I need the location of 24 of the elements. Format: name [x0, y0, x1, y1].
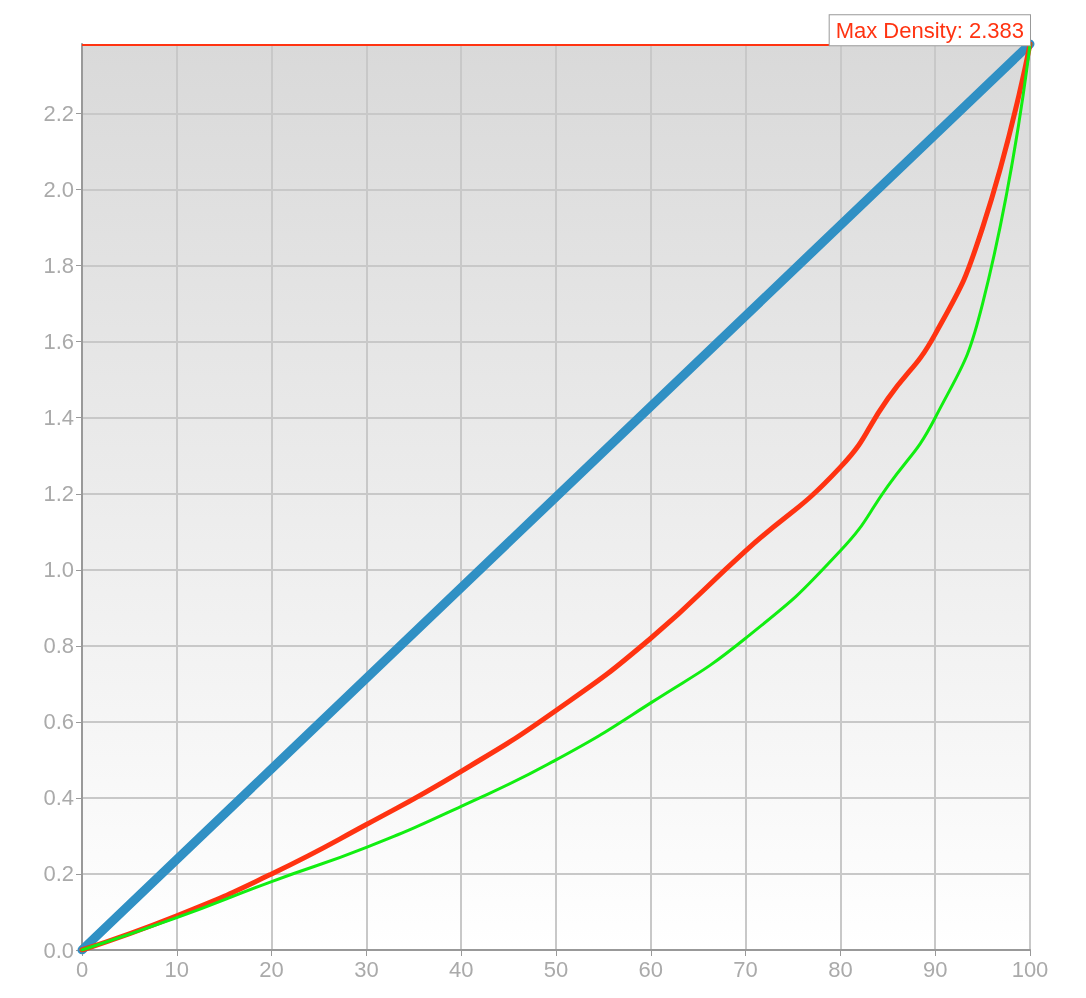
- x-tick-label: 20: [259, 956, 284, 982]
- y-tick-label: 0.6: [43, 709, 74, 735]
- x-tick-label: 70: [733, 956, 758, 982]
- y-tick-label: 1.2: [43, 481, 74, 507]
- x-tick-label: 30: [354, 956, 379, 982]
- y-tick-label: 0.0: [43, 937, 74, 963]
- x-tick-label: 0: [75, 956, 89, 982]
- y-tick-label: 2.2: [43, 101, 74, 127]
- x-tick-label: 100: [1011, 956, 1049, 982]
- x-tick-label: 10: [164, 956, 190, 982]
- y-tick-label: 1.0: [43, 557, 74, 583]
- x-tick-label: 50: [543, 956, 569, 982]
- x-tick-label: 90: [922, 956, 948, 982]
- y-tick-label: 1.4: [43, 405, 74, 431]
- y-tick-label: 1.8: [43, 253, 74, 279]
- y-tick-label: 0.8: [43, 633, 74, 659]
- y-tick-label: 1.6: [43, 329, 74, 355]
- y-tick-label: 0.4: [43, 785, 74, 811]
- x-tick-label: 80: [828, 956, 853, 982]
- x-tick-label: 60: [638, 956, 664, 982]
- ref-line-label: Max Density: 2.383: [835, 17, 1024, 43]
- y-tick-label: 2.0: [43, 177, 74, 203]
- x-tick-label: 40: [448, 956, 474, 982]
- y-tick-label: 0.2: [43, 861, 74, 887]
